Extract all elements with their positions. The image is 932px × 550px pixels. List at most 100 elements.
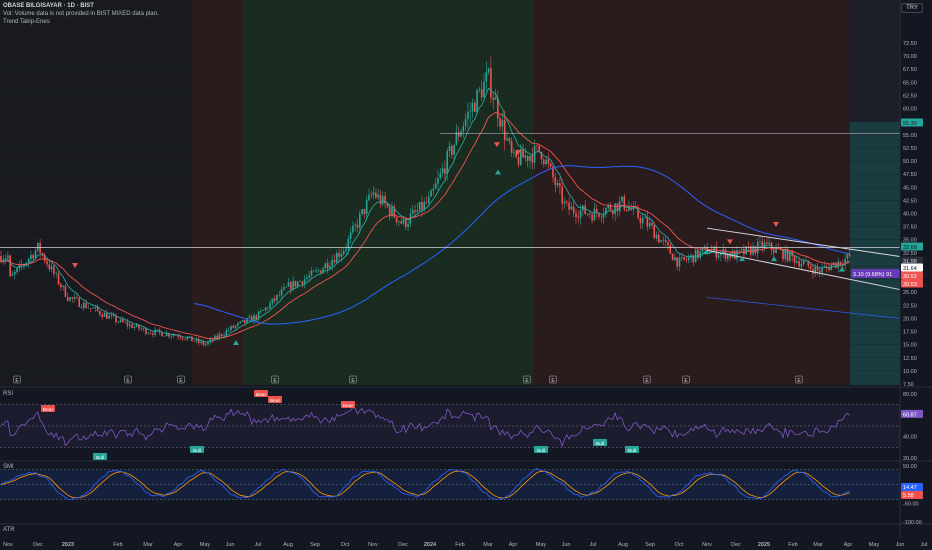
x-tick-label: Jun (896, 542, 905, 548)
candle-body (825, 266, 828, 268)
candle-body (227, 330, 230, 331)
candle-body (285, 286, 287, 288)
candle-body (708, 253, 711, 254)
candle-body (156, 329, 159, 331)
candle-body (414, 210, 416, 212)
candle-body (570, 206, 573, 210)
candle-body (469, 111, 471, 113)
x-tick-label: Jul (589, 542, 596, 548)
candle-body (432, 188, 435, 191)
candle-body (89, 308, 92, 309)
price-label-box (901, 271, 923, 280)
x-tick-label: Feb (455, 542, 464, 548)
channel-lower (706, 249, 901, 291)
rsi-signal-label: Bull (96, 455, 104, 461)
buy-signal-arrow (233, 340, 239, 346)
indicator-name: Trend Takip-Enes (3, 19, 50, 25)
candle-body (609, 205, 612, 211)
candle-body (382, 196, 384, 205)
candle-body (200, 341, 202, 343)
candle-body (648, 222, 651, 227)
candle-body (425, 202, 428, 203)
candle-body (347, 238, 350, 249)
channel-projection (706, 297, 901, 319)
candle-body (223, 335, 225, 336)
candle-body (520, 148, 522, 165)
candle-body (692, 255, 695, 263)
candle-body (582, 205, 584, 211)
candle-body (27, 259, 30, 263)
candle-body (444, 168, 446, 174)
price-label: 30.52 (903, 274, 917, 280)
candle-body (119, 319, 122, 322)
candle-body (299, 281, 301, 282)
buy-signal-arrow (703, 249, 709, 255)
candle-body (572, 206, 575, 213)
buy-signal-arrow (771, 256, 777, 262)
candle-body (503, 119, 506, 141)
candle-body (386, 203, 389, 207)
candle-body (405, 218, 407, 227)
candle-body (244, 320, 246, 323)
candle-body (802, 261, 805, 264)
candle-body (273, 298, 276, 301)
candle-body (837, 261, 839, 268)
rsi-signal-box (341, 401, 355, 408)
candle-body (313, 270, 315, 272)
currency-button[interactable]: TRY (901, 3, 923, 13)
candle-body (110, 315, 113, 316)
candle-body (7, 255, 9, 258)
candle-body (257, 311, 260, 320)
rsi-signal-box (93, 453, 107, 460)
candle-body (112, 315, 115, 316)
candle-body (326, 263, 329, 269)
rsi-signal-box (254, 390, 268, 397)
candle-body (789, 251, 791, 262)
candle-body (821, 267, 823, 273)
candle-body (345, 248, 347, 251)
x-tick-label: Mar (483, 542, 493, 548)
candle-body (331, 259, 333, 266)
rsi-signal-label: Bull (193, 448, 201, 454)
candle-body (301, 281, 304, 285)
candle-body (260, 310, 262, 312)
rsi-signal-label: Bear (43, 407, 54, 413)
candle-body (368, 194, 370, 201)
candle-body (729, 253, 731, 258)
y-tick-label: 70.00 (903, 54, 917, 60)
candle-body (354, 224, 356, 226)
candle-body (191, 336, 193, 342)
candle-body (241, 320, 244, 322)
candle-body (529, 155, 531, 161)
x-tick-label: May (536, 542, 547, 548)
earnings-marker-box (271, 375, 279, 384)
candle-body (510, 141, 513, 153)
candle-body (271, 298, 274, 304)
candle-body (455, 132, 458, 145)
earnings-marker: E (551, 378, 555, 384)
candle-body (145, 328, 147, 334)
candle-body (292, 280, 294, 290)
price-label-box (901, 118, 923, 127)
candle-body (267, 307, 269, 309)
rsi-signal-label: Bear (270, 398, 281, 404)
candle-body (94, 307, 97, 309)
candle-body (713, 246, 715, 251)
candle-body (239, 321, 241, 324)
candle-body (361, 209, 363, 214)
earnings-marker-box (795, 375, 803, 384)
x-tick-label: Nov (3, 542, 13, 548)
candle-body (549, 163, 552, 167)
rsi-tick-label: 80.00 (903, 392, 917, 398)
y-tick-label: 45.00 (903, 185, 917, 191)
candle-body (430, 190, 432, 197)
x-tick-label: Feb (788, 542, 797, 548)
candle-body (669, 245, 672, 254)
candle-body (678, 257, 681, 267)
candle-body (135, 324, 138, 327)
earnings-marker-box (549, 375, 557, 384)
earnings-marker-box (523, 375, 531, 384)
candle-body (630, 208, 632, 210)
candle-body (646, 217, 649, 227)
